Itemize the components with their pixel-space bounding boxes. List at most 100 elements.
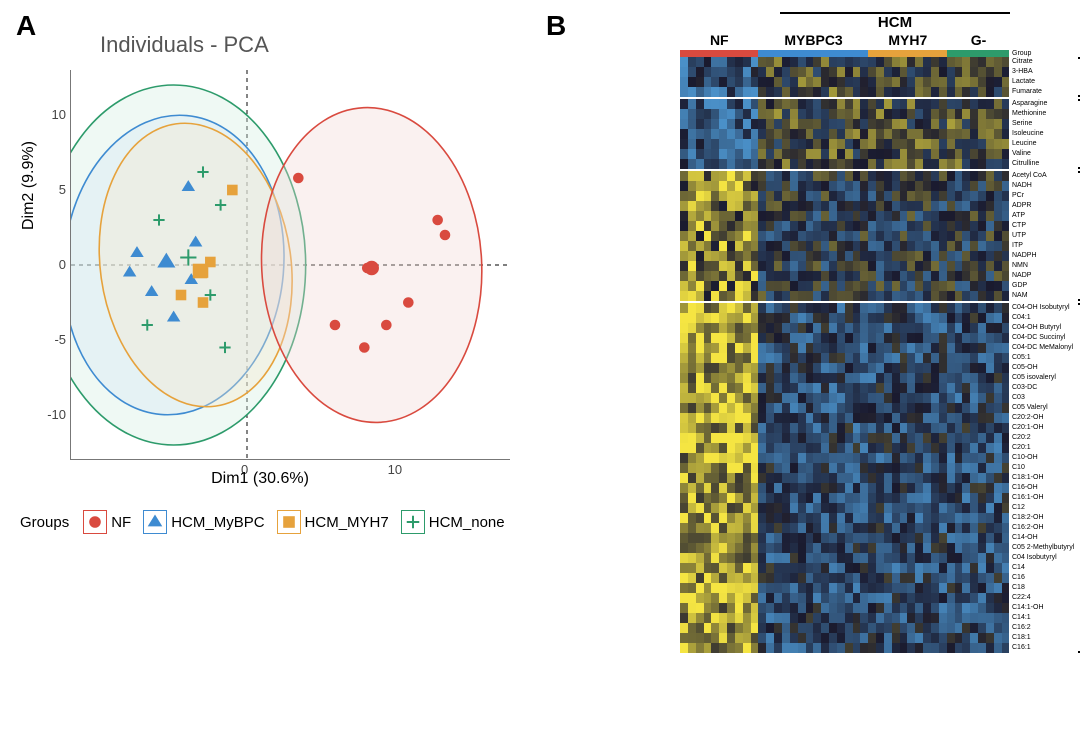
row-label: ATP (1012, 211, 1074, 221)
heatmap-row (680, 201, 1010, 211)
heatmap-row (680, 413, 1010, 423)
heatmap-row (680, 171, 1010, 181)
heatmap-row (680, 443, 1010, 453)
row-label: Lactate (1012, 77, 1074, 87)
legend-swatch (401, 510, 425, 534)
x-axis-label: Dim1 (30.6%) (10, 470, 510, 488)
heatmap-row (680, 211, 1010, 221)
heatmap-row (680, 433, 1010, 443)
row-label: C14:1-OH (1012, 603, 1074, 613)
heatmap-row (680, 423, 1010, 433)
row-label: C04:1 (1012, 313, 1074, 323)
heatmap-row (680, 353, 1010, 363)
y-tick: 0 (36, 257, 66, 272)
heatmap-row (680, 633, 1010, 643)
column-group-label: MYBPC3 (759, 32, 869, 48)
row-label: NAM (1012, 291, 1074, 301)
heatmap-row (680, 523, 1010, 533)
legend-label: HCM_MyBPC (171, 514, 264, 531)
row-label: C20:1-OH (1012, 423, 1074, 433)
heatmap-row (680, 57, 1010, 67)
heatmap-row (680, 291, 1010, 301)
heatmap (680, 50, 1010, 653)
row-label: C04-OH Butyryl (1012, 323, 1074, 333)
panel-b: B HCM NFMYBPC3MYH7G- GroupCitrate3-HBALa… (540, 10, 1070, 720)
row-label: Asparagine (1012, 99, 1074, 109)
heatmap-row (680, 513, 1010, 523)
figure: A Individuals - PCA Dim2 (9.9%) 010 -10-… (10, 10, 1070, 720)
group-color-bar (680, 50, 1010, 57)
legend-swatch (277, 510, 301, 534)
heatmap-row (680, 109, 1010, 119)
row-label: C18:1-OH (1012, 473, 1074, 483)
heatmap-row (680, 313, 1010, 323)
y-tick: -10 (36, 407, 66, 422)
column-group-label: MYH7 (869, 32, 948, 48)
legend-label: NF (111, 514, 131, 531)
row-label: 3-HBA (1012, 67, 1074, 77)
row-label: Methionine (1012, 109, 1074, 119)
heatmap-row (680, 333, 1010, 343)
heatmap-row (680, 603, 1010, 613)
heatmap-row (680, 403, 1010, 413)
heatmap-row (680, 543, 1010, 553)
y-tick: 5 (36, 182, 66, 197)
row-label: ITP (1012, 241, 1074, 251)
legend-item: NF (83, 510, 131, 534)
legend-item: HCM_MyBPC (143, 510, 264, 534)
heatmap-row (680, 159, 1010, 169)
row-label: CTP (1012, 221, 1074, 231)
row-label: C14 (1012, 563, 1074, 573)
row-label: C03-DC (1012, 383, 1074, 393)
legend-label: HCM_MYH7 (305, 514, 389, 531)
heatmap-row (680, 149, 1010, 159)
row-label: C16:2 (1012, 623, 1074, 633)
heatmap-row (680, 623, 1010, 633)
row-label: NMN (1012, 261, 1074, 271)
heatmap-row (680, 343, 1010, 353)
row-label: C14-OH (1012, 533, 1074, 543)
pca-plot (70, 70, 510, 460)
row-label: Acetyl CoA (1012, 171, 1074, 181)
heatmap-row (680, 281, 1010, 291)
heatmap-row (680, 613, 1010, 623)
heatmap-row (680, 643, 1010, 653)
row-label: Valine (1012, 149, 1074, 159)
heatmap-row (680, 303, 1010, 313)
row-label: ADPR (1012, 201, 1074, 211)
y-tick: 10 (36, 107, 66, 122)
legend-title: Groups (20, 514, 69, 531)
row-label: Fumarate (1012, 87, 1074, 97)
y-tick: -5 (36, 332, 66, 347)
heatmap-row (680, 363, 1010, 373)
row-label: C20:1 (1012, 443, 1074, 453)
row-label: Citrulline (1012, 159, 1074, 169)
row-label: C18:1 (1012, 633, 1074, 643)
row-label: C05 isovaleryl (1012, 373, 1074, 383)
row-label: C16:1 (1012, 643, 1074, 653)
row-label: C05 Valeryl (1012, 403, 1074, 413)
row-label: C16-OH (1012, 483, 1074, 493)
row-label: C20:2 (1012, 433, 1074, 443)
row-label: C10 (1012, 463, 1074, 473)
heatmap-row (680, 67, 1010, 77)
row-label: C16 (1012, 573, 1074, 583)
row-label: Leucine (1012, 139, 1074, 149)
heatmap-row (680, 261, 1010, 271)
panel-a: A Individuals - PCA Dim2 (9.9%) 010 -10-… (10, 10, 540, 720)
column-group-label: NF (680, 32, 759, 48)
legend-label: HCM_none (429, 514, 505, 531)
heatmap-row (680, 483, 1010, 493)
legend: Groups NF HCM_MyBPC HCM_MYH7 HCM_none (20, 510, 517, 535)
heatmap-row (680, 533, 1010, 543)
heatmap-row (680, 323, 1010, 333)
heatmap-row (680, 593, 1010, 603)
row-label: Citrate (1012, 57, 1074, 67)
row-label: C04-DC MeMalonyl (1012, 343, 1074, 353)
heatmap-row (680, 139, 1010, 149)
row-label: C16:2-OH (1012, 523, 1074, 533)
panel-b-label: B (546, 10, 566, 42)
pca-title: Individuals - PCA (100, 32, 269, 58)
column-group-label: G- (947, 32, 1010, 48)
heatmap-row (680, 493, 1010, 503)
